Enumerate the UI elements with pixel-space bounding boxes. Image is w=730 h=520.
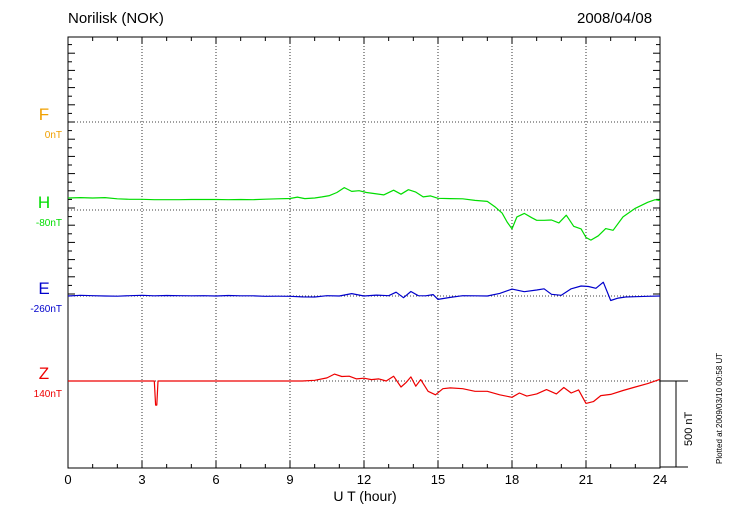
series-baseline-h: -80nT: [36, 218, 62, 229]
date-label: 2008/04/08: [577, 10, 653, 27]
series-lines: [67, 187, 661, 406]
series-line-z: [68, 373, 661, 406]
x-tick-label: 24: [653, 472, 667, 487]
x-axis-title: U T (hour): [333, 488, 396, 504]
x-tick-label: 6: [212, 472, 219, 487]
x-tick-label: 18: [505, 472, 519, 487]
series-baseline-z: 140nT: [34, 389, 62, 400]
series-name-h: H: [38, 193, 50, 212]
x-tick-label: 15: [431, 472, 445, 487]
x-tick-label: 21: [579, 472, 593, 487]
scale-bar-label: 500 nT: [683, 411, 695, 446]
scale-bar: 500 nT: [660, 380, 695, 468]
x-tick-label: 9: [286, 472, 293, 487]
x-tick-label: 12: [357, 472, 371, 487]
series-name-e: E: [38, 279, 49, 298]
series-name-f: F: [39, 105, 49, 124]
station-title: Norilisk (NOK): [68, 10, 164, 27]
series-baseline-e: -260nT: [30, 304, 62, 315]
x-tick-label: 3: [138, 472, 145, 487]
series-baseline-f: 0nT: [45, 130, 62, 141]
series-labels: F 0nT H -80nT E -260nT Z 140nT: [30, 105, 62, 400]
x-tick-label: 0: [64, 472, 71, 487]
x-tick-labels: 0 3 6 9 12 15 18 21 24: [64, 472, 667, 487]
series-name-z: Z: [39, 364, 49, 383]
series-line-e: [67, 281, 661, 302]
plotted-note: Plotted at 2009/03/10 00:58 UT: [715, 353, 724, 464]
series-line-h: [67, 187, 661, 241]
axis-ticks: [67, 37, 661, 468]
